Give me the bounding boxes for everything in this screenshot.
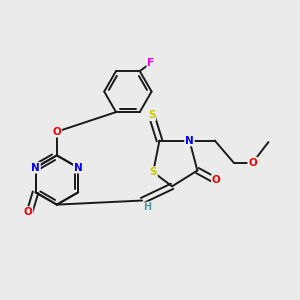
Text: O: O xyxy=(24,207,32,217)
Text: N: N xyxy=(74,163,82,173)
Text: S: S xyxy=(149,167,157,177)
Text: N: N xyxy=(31,163,40,173)
Text: N: N xyxy=(185,136,194,146)
Text: S: S xyxy=(148,110,155,120)
Text: O: O xyxy=(52,127,61,137)
Text: F: F xyxy=(147,58,155,68)
Text: H: H xyxy=(143,202,151,212)
Text: O: O xyxy=(212,175,221,185)
Text: O: O xyxy=(248,158,257,168)
